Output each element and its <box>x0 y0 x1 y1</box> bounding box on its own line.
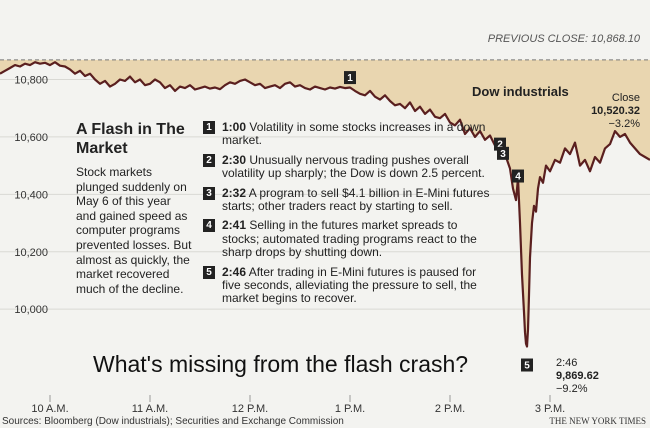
series-name: Dow industrials <box>472 84 569 99</box>
x-tick-label: 11 A.M. <box>132 403 168 415</box>
event-marker: 4 <box>512 169 524 183</box>
event-list: 1 1:00 Volatility in some stocks increas… <box>203 120 495 312</box>
event-marker-number: 3 <box>500 149 506 160</box>
event-time: 1:00 <box>222 120 247 134</box>
dow-line <box>0 61 650 348</box>
x-gridlines <box>49 395 551 402</box>
event-marker-box <box>512 169 524 183</box>
event-text: A program to sell $4.1 billion in E-Mini… <box>222 185 490 214</box>
event-marker-number: 4 <box>515 172 521 183</box>
x-tick-label: 2 P.M. <box>435 403 465 415</box>
event-text: Unusually nervous trading pushes overall… <box>222 152 485 181</box>
y-tick-label: 10,800 <box>14 74 48 86</box>
event-number: 4 <box>203 219 215 233</box>
event-item: 2 2:30 Unusually nervous trading pushes … <box>203 152 495 181</box>
x-tick-label: 10 A.M. <box>31 403 68 415</box>
event-marker-number: 5 <box>524 361 530 372</box>
low-value: 9,869.62 <box>556 370 599 382</box>
event-text: Selling in the futures market spreads to… <box>222 218 477 260</box>
y-tick-label: 10,400 <box>14 189 48 201</box>
event-item: 4 2:41 Selling in the futures market spr… <box>203 219 495 259</box>
y-tick-labels: 10,800 10,600 10,400 10,200 10,000 <box>14 74 48 316</box>
event-time: 2:32 <box>222 185 247 200</box>
event-time: 2:41 <box>222 218 247 233</box>
y-tick-label: 10,000 <box>14 304 48 316</box>
event-marker: 1 <box>344 71 356 85</box>
event-marker: 3 <box>497 146 509 160</box>
event-item: 3 2:32 A program to sell $4.1 billion in… <box>203 185 495 214</box>
event-marker-number: 1 <box>347 73 353 84</box>
event-text: Volatility in some stocks increases in a… <box>222 120 486 148</box>
credit-line: THE NEW YORK TIMES <box>549 416 646 426</box>
close-value: 10,520.32 <box>591 105 640 117</box>
previous-close-label: PREVIOUS CLOSE: 10,868.10 <box>488 33 641 45</box>
event-marker-box <box>344 71 356 85</box>
event-time: 2:30 <box>222 152 247 167</box>
low-change: −9.2% <box>556 383 588 395</box>
intro-text: Stock markets plunged suddenly on May 6 … <box>76 165 192 296</box>
event-marker: 5 <box>521 358 533 372</box>
event-marker-number: 2 <box>497 140 503 151</box>
y-tick-label: 10,600 <box>14 132 48 144</box>
event-item: 5 2:46 After trading in E-Mini futures i… <box>203 264 495 306</box>
event-item: 1 1:00 Volatility in some stocks increas… <box>203 120 495 148</box>
chart-title: A Flash in The Market <box>76 121 185 157</box>
event-number: 2 <box>203 153 215 167</box>
event-marker-box <box>521 358 533 372</box>
x-tick-labels: 10 A.M. 11 A.M. 12 P.M. 1 P.M. 2 P.M. 3 P.M. <box>31 403 565 415</box>
x-tick-label: 12 P.M. <box>232 403 269 415</box>
event-number: 3 <box>203 186 215 200</box>
y-tick-label: 10,200 <box>14 247 48 259</box>
decline-area <box>0 59 650 347</box>
close-change: −3.2% <box>609 118 641 130</box>
event-marker-box <box>497 146 509 160</box>
event-number: 5 <box>203 265 215 279</box>
event-number: 1 <box>203 121 215 134</box>
source-line: Sources: Bloomberg (Dow industrials); Se… <box>2 416 344 427</box>
close-label: Close <box>612 92 640 104</box>
event-time: 2:46 <box>222 264 247 279</box>
x-tick-label: 3 P.M. <box>535 403 565 415</box>
event-text: After trading in E-Mini futures is pause… <box>222 264 477 306</box>
headline-question: What's missing from the flash crash? <box>93 351 469 377</box>
low-time: 2:46 <box>556 357 577 369</box>
x-tick-label: 1 P.M. <box>335 403 365 415</box>
